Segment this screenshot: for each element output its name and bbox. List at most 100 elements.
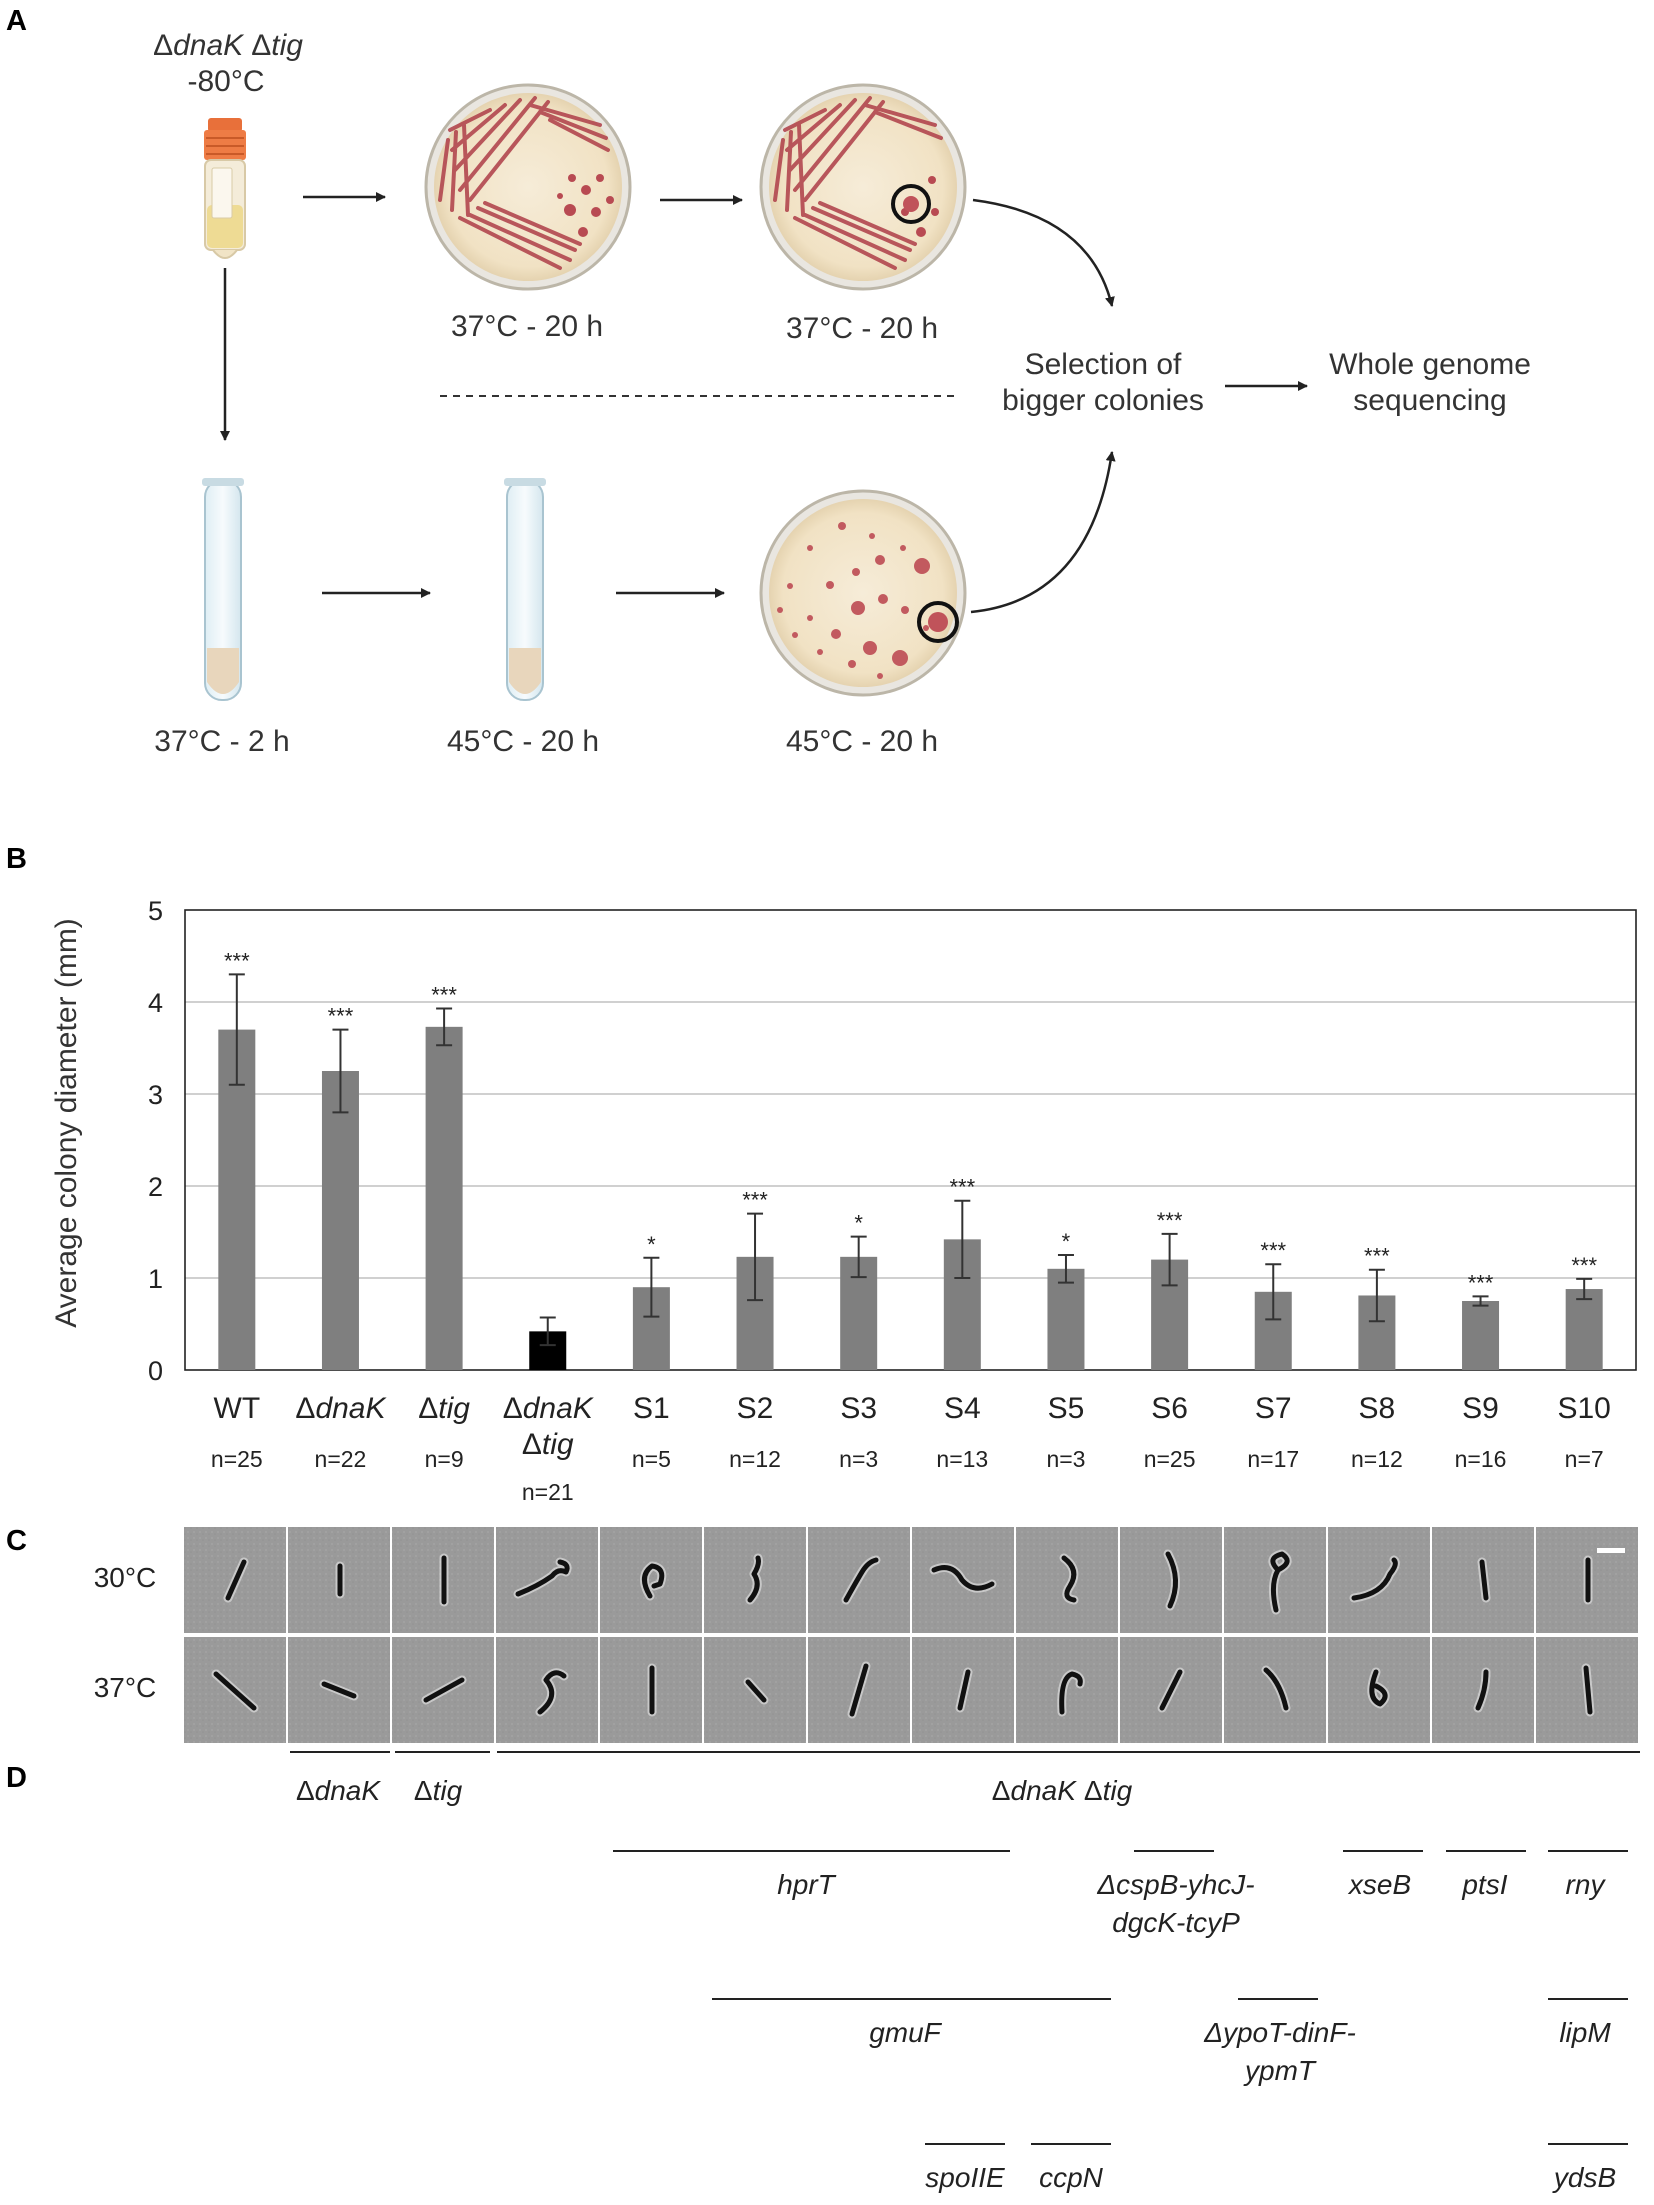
- genotype-dnak: ΔdnaK: [296, 1775, 381, 1806]
- cell: [1165, 1551, 1178, 1609]
- y-tick-label: 2: [148, 1172, 163, 1202]
- panel-b-label: B: [6, 843, 27, 875]
- cell: [321, 1681, 357, 1699]
- cell: [1159, 1669, 1183, 1711]
- panel-d-label: D: [6, 1762, 27, 1794]
- cell: [745, 1679, 767, 1703]
- n-label: n=25: [211, 1446, 263, 1472]
- cryovial-icon: [204, 118, 246, 259]
- gene-ptsi: ptsI: [1461, 1869, 1507, 1900]
- gene-rny: rny: [1566, 1869, 1607, 1900]
- storage-temp-label: -80°C: [187, 65, 264, 98]
- agar-plate-1: [424, 83, 632, 291]
- cell: [1061, 1555, 1077, 1603]
- panel-c-label: C: [6, 1525, 27, 1557]
- x-tick-label: Δtig: [418, 1392, 470, 1425]
- arrow-plate3-to-selection: [970, 451, 1116, 614]
- n-label: n=22: [315, 1446, 367, 1472]
- wgs-line1: Whole genome: [1329, 348, 1531, 381]
- agar-plate-2: [759, 83, 967, 291]
- plate-1-label: 37°C - 20 h: [451, 310, 603, 343]
- cell: [931, 1565, 995, 1591]
- significance-label: ***: [1364, 1244, 1390, 1269]
- significance-label: ***: [742, 1188, 768, 1213]
- x-tick-label: S7: [1255, 1392, 1292, 1425]
- cell: [1475, 1669, 1489, 1711]
- y-tick-label: 3: [148, 1080, 163, 1110]
- x-tick-label: S3: [840, 1392, 877, 1425]
- bar-chart: 012345***WTn=25***ΔdnaKn=22***Δtign=9Δdn…: [148, 896, 1637, 1505]
- gene-xseb: xseB: [1347, 1869, 1411, 1900]
- bar: [321, 1071, 359, 1370]
- x-tick-label: S1: [633, 1392, 670, 1425]
- n-label: n=12: [729, 1446, 781, 1472]
- gene-cspb-line1: ΔcspB-yhcJ-: [1096, 1869, 1254, 1900]
- n-label: n=17: [1247, 1446, 1299, 1472]
- plate-3-label: 45°C - 20 h: [786, 725, 938, 758]
- y-tick-label: 4: [148, 988, 163, 1018]
- micrograph-grid: [184, 1527, 1638, 1743]
- cell: [747, 1555, 761, 1603]
- cell: [213, 1671, 257, 1711]
- gene-ypot-line2: ypmT: [1243, 2055, 1317, 2086]
- x-tick-label: ΔdnaK Δtig: [503, 1392, 595, 1461]
- x-tick-label: S9: [1462, 1392, 1499, 1425]
- gene-ccpn: ccpN: [1039, 2162, 1104, 2193]
- gene-ypot-line1: ΔypoT-dinF-: [1203, 2017, 1356, 2048]
- n-label: n=7: [1565, 1446, 1604, 1472]
- genotype-tig: Δtig: [414, 1775, 463, 1806]
- wgs-line2: sequencing: [1353, 384, 1506, 417]
- n-label: n=3: [839, 1446, 878, 1472]
- panel-a-label: A: [6, 5, 27, 37]
- micrograph-tile: [600, 1527, 702, 1633]
- x-tick-label: S8: [1359, 1392, 1396, 1425]
- bar: [425, 1026, 463, 1370]
- gene-ydsb: ydsB: [1552, 2162, 1616, 2193]
- cell: [843, 1557, 879, 1603]
- y-tick-label: 1: [148, 1264, 163, 1294]
- gene-cspb-line2: dgcK-tcyP: [1112, 1907, 1240, 1938]
- micrograph-tile: [1328, 1527, 1430, 1633]
- tube-2-label: 45°C - 20 h: [447, 725, 599, 758]
- cell: [515, 1559, 570, 1597]
- n-label: n=5: [632, 1446, 671, 1472]
- cell: [225, 1559, 247, 1601]
- n-label: n=25: [1144, 1446, 1196, 1472]
- significance-label: ***: [1157, 1208, 1183, 1233]
- gene-hprt: hprT: [777, 1869, 836, 1900]
- selection-line1: Selection of: [1025, 348, 1182, 381]
- row-30c-label: 30°C: [94, 1562, 157, 1593]
- significance-label: ***: [328, 1004, 354, 1029]
- culture-tube-2: [504, 478, 546, 701]
- bar: [1565, 1289, 1603, 1370]
- significance-label: *: [1062, 1229, 1071, 1254]
- genotype-lines: [290, 1751, 1640, 2145]
- gene-gmuf: gmuF: [869, 2017, 942, 2048]
- gene-spoiie: spoIIE: [925, 2162, 1005, 2193]
- agar-plate-3: [759, 489, 967, 697]
- n-label: n=9: [425, 1446, 464, 1472]
- significance-label: ***: [224, 948, 250, 973]
- bar: [1462, 1301, 1500, 1370]
- gene-lipm: lipM: [1559, 2017, 1611, 2048]
- culture-tube-1: [202, 478, 244, 701]
- micrograph-tile: [1224, 1637, 1326, 1743]
- cell: [849, 1663, 869, 1717]
- cell: [1351, 1557, 1398, 1601]
- cell: [1369, 1669, 1388, 1707]
- plot-frame: [184, 909, 1637, 1371]
- bar: [1047, 1268, 1085, 1370]
- y-tick-label: 0: [148, 1356, 163, 1386]
- n-label: n=3: [1046, 1446, 1085, 1472]
- bar: [218, 1029, 256, 1370]
- significance-label: ***: [1571, 1253, 1597, 1278]
- y-axis-label: Average colony diameter (mm): [50, 918, 83, 1328]
- n-label: n=16: [1455, 1446, 1507, 1472]
- n-label: n=21: [522, 1479, 574, 1505]
- arrow-plate2-to-selection: [972, 198, 1115, 307]
- x-tick-label: ΔdnaK: [295, 1392, 387, 1425]
- x-tick-label: S6: [1151, 1392, 1188, 1425]
- cell: [537, 1670, 567, 1715]
- significance-label: ***: [949, 1175, 975, 1200]
